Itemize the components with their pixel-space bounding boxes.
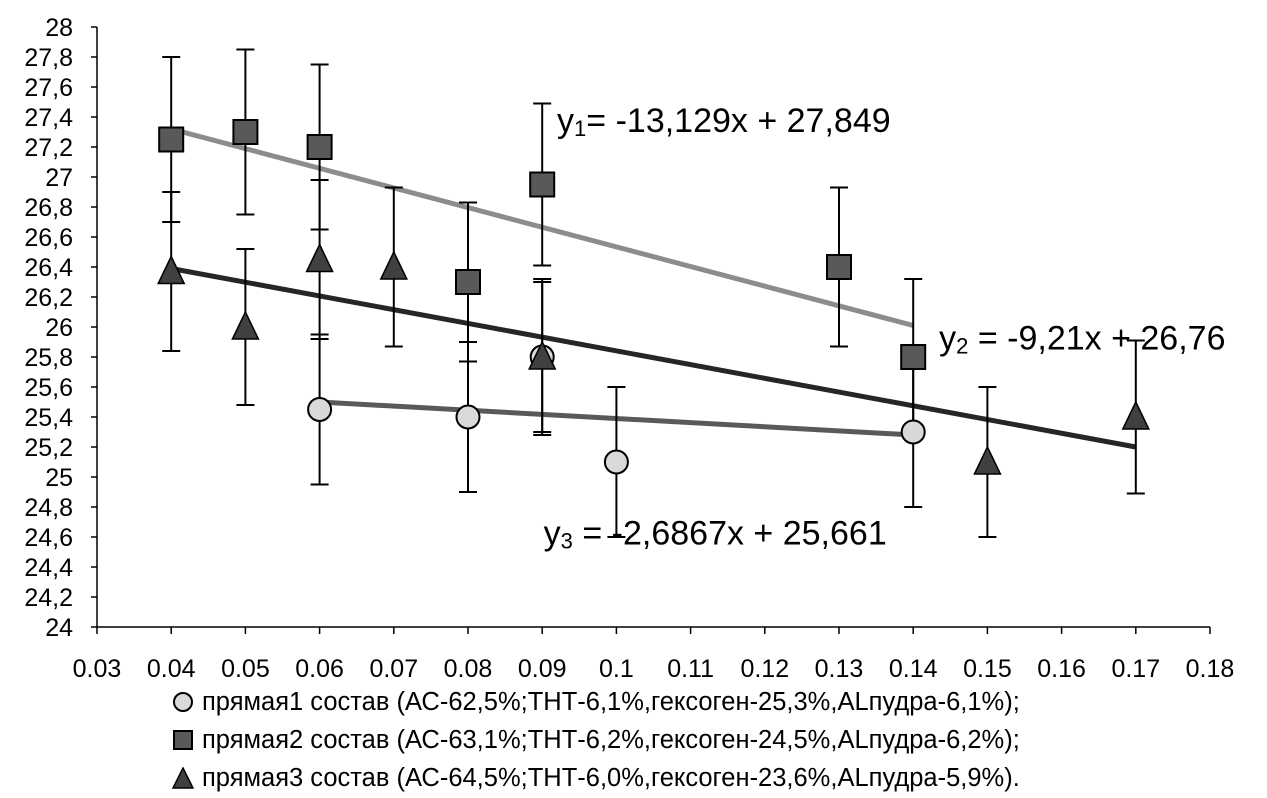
data-point-series-3 xyxy=(1121,400,1150,430)
data-point-series-3 xyxy=(379,250,408,280)
data-point-series-1 xyxy=(307,397,333,422)
y-tick-label: 26,2 xyxy=(24,284,73,312)
x-tick-label: 0.11 xyxy=(667,655,714,683)
legend-label-series-1: прямая1 состав (АС-62,5%;ТНТ-6,1%,гексог… xyxy=(202,688,1020,716)
y-tick-label: 25,4 xyxy=(24,404,73,432)
y-tick-label: 27,2 xyxy=(24,134,73,162)
x-tick-label: 0.17 xyxy=(1111,655,1160,683)
y-tick-label: 24,2 xyxy=(24,584,73,612)
y-tick-label: 24,8 xyxy=(24,494,73,522)
legend: прямая1 состав (АС-62,5%;ТНТ-6,1%,гексог… xyxy=(172,683,1262,797)
legend-item-series-1: прямая1 состав (АС-62,5%;ТНТ-6,1%,гексог… xyxy=(172,683,1262,721)
tick-labels: 2424,224,424,624,82525,225,425,625,82626… xyxy=(24,14,1234,683)
data-point-series-2 xyxy=(826,254,852,280)
trend-line-series-3 xyxy=(170,266,1137,450)
data-point-series-2 xyxy=(306,134,333,160)
square-marker-icon xyxy=(173,730,193,750)
trend-equation-1: y1= -13,129x + 27,849 xyxy=(557,102,891,141)
x-tick-label: 0.09 xyxy=(518,655,567,683)
x-tick-label: 0.07 xyxy=(369,655,418,683)
x-tick-label: 0.13 xyxy=(815,655,864,683)
data-point-series-3 xyxy=(231,310,260,340)
x-tick-label: 0.16 xyxy=(1037,655,1086,683)
data-point-series-2 xyxy=(900,344,927,370)
y-tick-label: 27,8 xyxy=(24,44,73,72)
data-point-series-2 xyxy=(158,126,185,153)
legend-item-series-3: прямая3 состав (АС-64,5%;ТНТ-6,0%,гексог… xyxy=(172,759,1262,797)
equation-labels: y1= -13,129x + 27,849 y2 = -9,21x + 26,76… xyxy=(544,102,1226,554)
y-tick-label: 25,2 xyxy=(24,434,73,462)
y-tick-label: 26,8 xyxy=(24,194,73,222)
data-point-series-2 xyxy=(529,171,556,198)
legend-item-series-2: прямая2 состав (АС-63,1%;ТНТ-6,2%,гексог… xyxy=(172,721,1262,759)
x-tick-label: 0.06 xyxy=(295,655,344,683)
legend-label-series-3: прямая3 состав (АС-64,5%;ТНТ-6,0%,гексог… xyxy=(202,764,1020,792)
x-tick-label: 0.15 xyxy=(963,655,1012,683)
x-tick-label: 0.04 xyxy=(147,655,196,683)
x-tick-label: 0.12 xyxy=(740,655,789,683)
y-tick-label: 25 xyxy=(45,464,73,492)
y-tick-label: 27,4 xyxy=(24,104,73,132)
y-tick-label: 25,8 xyxy=(24,344,73,372)
y-tick-label: 24,6 xyxy=(24,524,73,552)
data-points xyxy=(157,119,1150,475)
y-tick-label: 24,4 xyxy=(24,554,73,582)
data-point-series-1 xyxy=(455,404,481,430)
data-point-series-1 xyxy=(900,419,926,445)
data-point-series-3 xyxy=(305,242,334,273)
x-tick-label: 0.03 xyxy=(73,655,122,683)
data-point-series-2 xyxy=(455,269,481,295)
data-point-series-2 xyxy=(232,119,259,145)
data-point-series-3 xyxy=(157,254,186,285)
y-tick-label: 27,6 xyxy=(24,74,73,102)
y-tick-label: 25,6 xyxy=(24,374,73,402)
legend-label-series-2: прямая2 состав (АС-63,1%;ТНТ-6,2%,гексог… xyxy=(202,726,1020,754)
data-point-series-1 xyxy=(603,449,629,475)
x-tick-label: 0.05 xyxy=(221,655,270,683)
axes xyxy=(91,26,1211,634)
triangle-marker-icon xyxy=(172,767,194,789)
y-tick-label: 26,4 xyxy=(24,254,73,282)
x-tick-label: 0.1 xyxy=(599,655,634,683)
y-tick-label: 26 xyxy=(45,314,73,342)
circle-marker-icon xyxy=(173,692,193,712)
trend-equation-3: y3 = -2,6867x + 25,661 xyxy=(544,515,887,554)
y-tick-label: 28 xyxy=(45,14,73,42)
y-tick-label: 24 xyxy=(45,614,73,642)
x-tick-label: 0.08 xyxy=(444,655,493,683)
x-tick-label: 0.18 xyxy=(1186,655,1235,683)
trend-equation-2: y2 = -9,21x + 26,76 xyxy=(939,320,1225,359)
data-point-series-3 xyxy=(528,340,557,370)
y-tick-label: 26,6 xyxy=(24,224,73,252)
y-tick-label: 27 xyxy=(45,164,73,192)
x-tick-label: 0.14 xyxy=(889,655,938,683)
data-point-series-3 xyxy=(973,445,1002,475)
